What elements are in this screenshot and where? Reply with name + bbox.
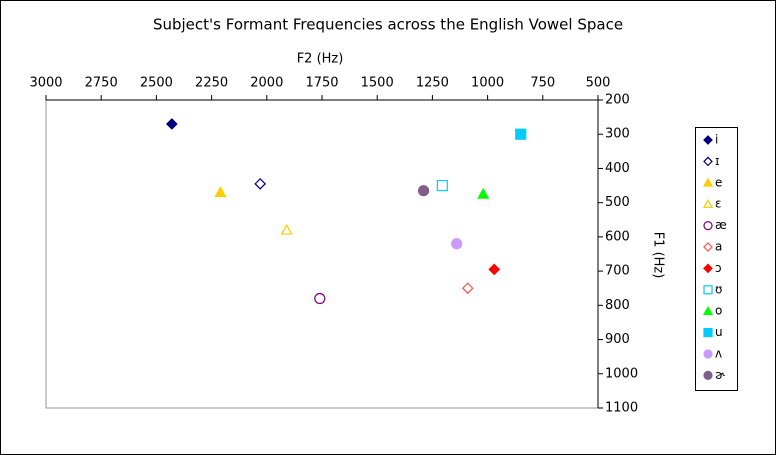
y-tick-label: 1100 (605, 401, 638, 416)
x-axis-label: F2 (Hz) (297, 52, 344, 67)
legend-label: ɛ (715, 197, 722, 211)
x-tick-label: 2250 (195, 76, 228, 91)
legend-label: ʊ (715, 282, 722, 296)
legend-label: o (715, 304, 722, 318)
marker (417, 185, 430, 197)
marker (515, 128, 527, 140)
y-tick-label: 400 (605, 161, 630, 176)
y-tick-label: 1000 (605, 366, 638, 381)
legend-label: ɔ (715, 261, 722, 275)
marker (436, 179, 448, 192)
marker (451, 238, 463, 250)
x-tick-label: 750 (530, 76, 555, 91)
legend-label: i (715, 133, 718, 147)
legend-marker (703, 349, 713, 359)
y-tick-label: 500 (605, 195, 630, 210)
x-tick-label: 2750 (85, 76, 118, 91)
legend-marker (702, 198, 714, 208)
legend-marker (703, 221, 713, 231)
x-tick-label: 1000 (471, 76, 504, 91)
legend-marker (703, 242, 713, 252)
marker (488, 263, 501, 276)
legend-label: a (715, 240, 722, 254)
legend-marker (702, 177, 714, 187)
legend-label: æ (715, 218, 727, 232)
y-tick-label: 600 (605, 229, 630, 244)
legend-label: e (715, 175, 722, 189)
marker (477, 187, 490, 199)
x-tick-label: 2000 (250, 76, 283, 91)
x-tick-label: 3000 (29, 76, 62, 91)
legend-marker (702, 305, 714, 315)
legend-label: ɚ (715, 368, 725, 382)
marker (166, 118, 178, 130)
x-tick-label: 1750 (305, 76, 338, 91)
y-tick-label: 200 (605, 93, 630, 108)
legend-label: ɪ (715, 154, 719, 168)
legend-marker (703, 156, 713, 167)
legend-marker (703, 285, 713, 295)
legend-label: u (715, 325, 723, 339)
legend-marker (703, 328, 713, 338)
marker (461, 282, 474, 295)
x-tick-label: 1500 (361, 76, 394, 91)
legend-label: ʌ (715, 347, 722, 361)
marker (254, 177, 267, 190)
marker (280, 223, 293, 235)
marker (314, 292, 326, 305)
chart-title: Subject's Formant Frequencies across the… (153, 16, 623, 34)
x-tick-label: 1250 (416, 76, 449, 91)
legend-marker (703, 135, 713, 145)
y-tick-label: 700 (605, 264, 630, 279)
x-tick-label: 500 (586, 76, 611, 91)
y-axis-label: F1 (Hz) (651, 232, 666, 279)
legend (695, 127, 738, 391)
marker (214, 186, 227, 197)
legend-marker (703, 370, 713, 380)
y-tick-label: 900 (605, 332, 630, 347)
y-tick-label: 800 (605, 298, 630, 313)
x-tick-label: 2500 (140, 76, 173, 91)
legend-marker (703, 263, 713, 274)
y-tick-label: 300 (605, 127, 630, 142)
